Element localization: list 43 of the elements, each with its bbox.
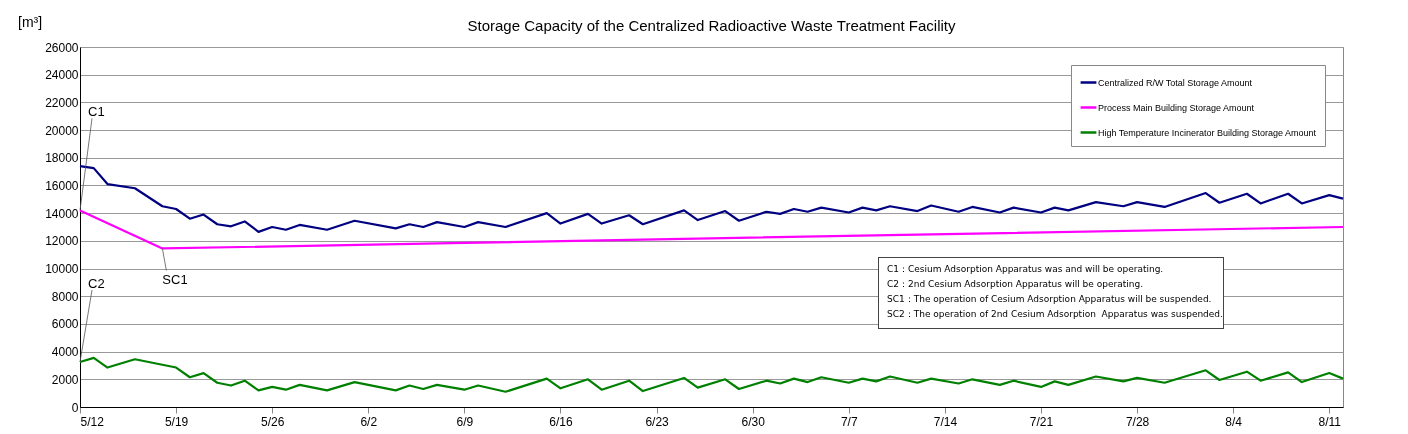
x-tick-label: 6/23	[645, 414, 670, 429]
y-tick-label: 20000	[45, 123, 79, 138]
y-tick-label: 4000	[51, 345, 79, 360]
x-tick-label: 5/19	[164, 414, 189, 429]
annotation: C2：2nd Cesium Adsorption Apparatus will be operating.	[887, 279, 1143, 289]
legend-label: Process Main Building Storage Amount	[1098, 102, 1255, 113]
x-tick-label: 6/2	[360, 414, 378, 429]
x-tick-label: 7/28	[1125, 414, 1150, 429]
y-tick-label: 26000	[45, 40, 79, 55]
y-tick-label: 6000	[51, 317, 79, 332]
x-tick-label: 7/14	[933, 414, 958, 429]
x-tick-label: 7/7	[840, 414, 858, 429]
legend-label: High Temperature Incinerator Building Storage Amount	[1098, 127, 1317, 138]
y-axis-title: [m³]	[18, 14, 43, 30]
y-tick-label: 2000	[51, 372, 79, 387]
annotation: SC1：The operation of Cesium Adsorption Apparatus will be suspended.	[887, 294, 1212, 304]
annotation: SC1	[162, 272, 188, 288]
y-tick-label: 18000	[45, 151, 79, 166]
annotation: C2	[88, 276, 105, 291]
x-tick-label: 8/4	[1225, 414, 1243, 429]
y-tick-label: 22000	[45, 95, 79, 110]
x-tick-label: 6/30	[741, 414, 766, 429]
y-tick-label: 0	[71, 400, 79, 415]
y-tick-label: 16000	[45, 178, 79, 193]
x-tick-label: 7/21	[1029, 414, 1054, 429]
annotation: SC2：The operation of 2nd Cesium Adsorption Apparatus was suspended.	[887, 309, 1223, 319]
x-tick-label: 6/9	[456, 414, 474, 429]
x-tick-label: 5/12	[80, 414, 105, 429]
y-tick-label: 8000	[51, 289, 79, 304]
line-series	[78, 209, 1345, 250]
line-series	[78, 164, 1345, 233]
legend-label: Centralized R/W Total Storage Amount	[1098, 77, 1253, 88]
y-tick-label: 12000	[45, 234, 79, 249]
line-series	[78, 356, 1345, 393]
annotation: C1：Cesium Adsorption Apparatus was and will be operating.	[887, 264, 1164, 274]
chart-title: Storage Capacity of the Centralized Radioactive Waste Treatment Facility	[467, 17, 956, 34]
y-tick-label: 24000	[45, 68, 79, 83]
y-tick-label: 10000	[45, 262, 79, 277]
y-tick-label: 14000	[45, 206, 79, 221]
x-tick-label: 6/16	[549, 414, 573, 429]
x-tick-label: 8/11	[1318, 414, 1342, 429]
x-tick-label: 5/26	[261, 414, 285, 429]
annotation: C1	[88, 104, 105, 120]
